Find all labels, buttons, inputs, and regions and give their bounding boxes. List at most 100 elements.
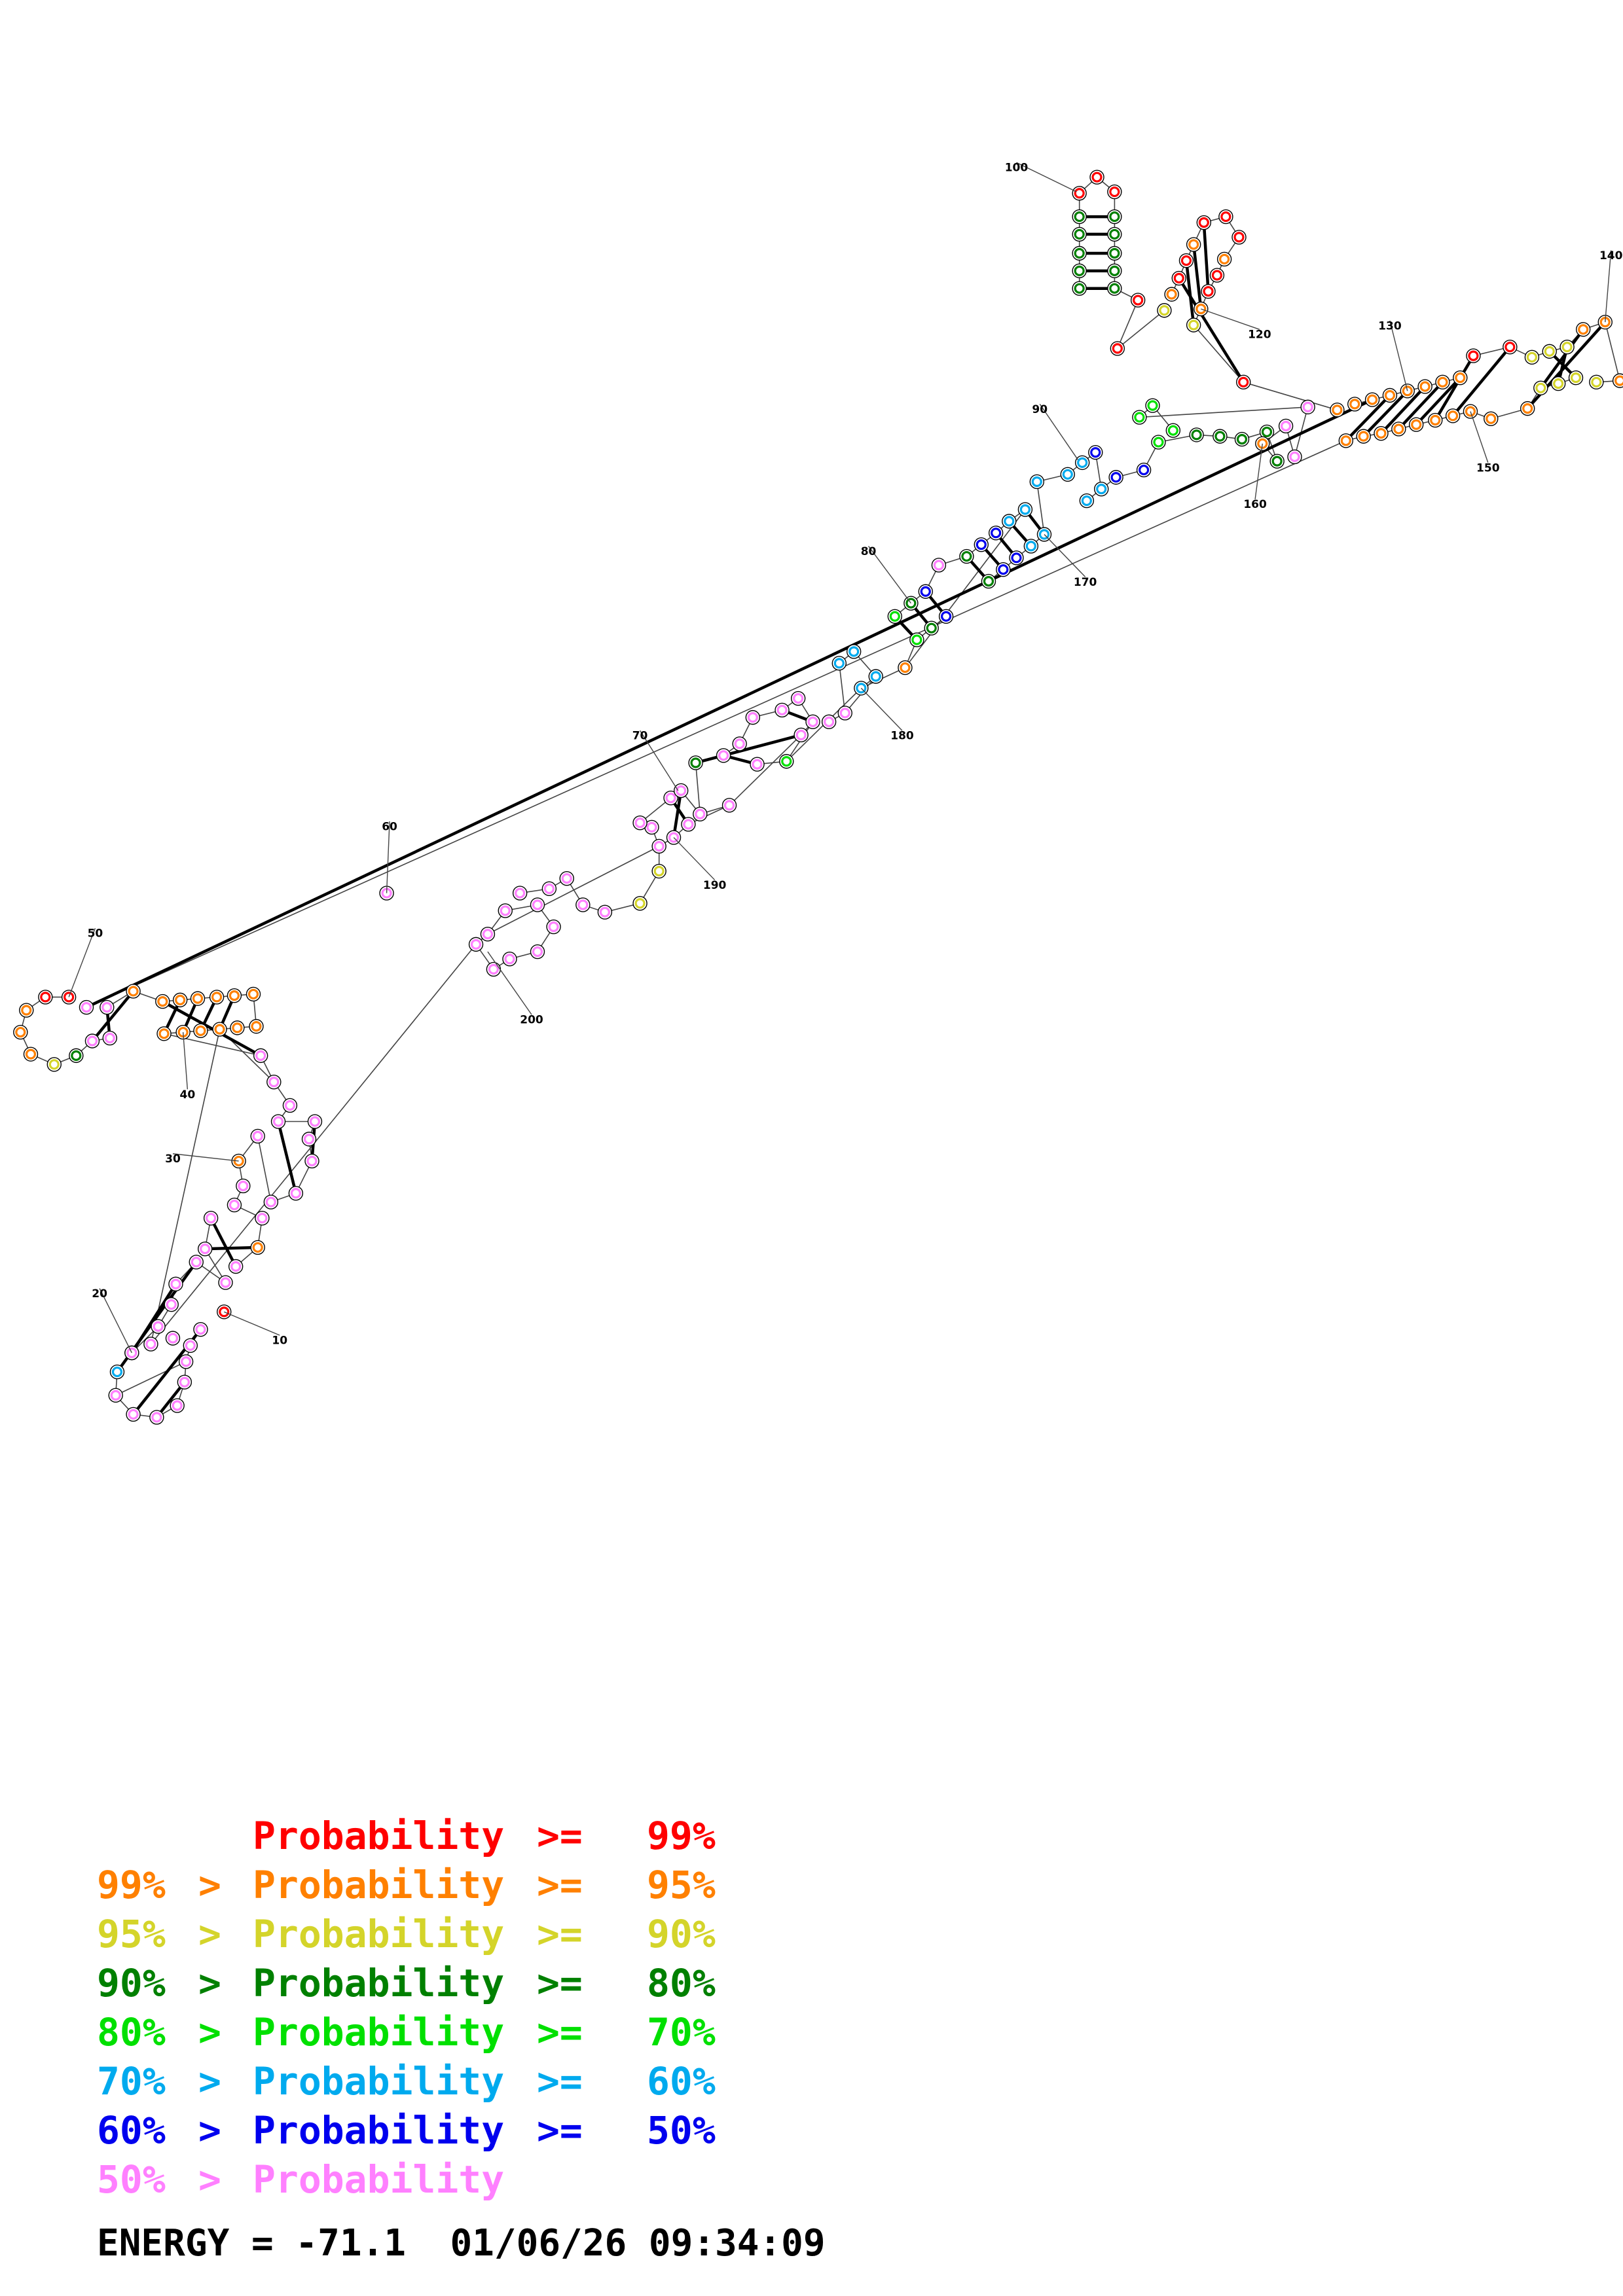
nucleotide xyxy=(805,714,820,730)
index-label: 150 xyxy=(1476,461,1500,475)
nucleotide xyxy=(1072,186,1087,201)
nucleotide xyxy=(486,961,501,977)
index-label: 170 xyxy=(1074,576,1097,589)
legend-lo: 80% xyxy=(97,2010,166,2054)
legend-gt: > xyxy=(198,1961,221,2005)
timestamp: 01/06/26 09:34:09 xyxy=(450,2222,826,2265)
nucleotide xyxy=(693,806,708,821)
index-label: 90 xyxy=(1032,403,1048,416)
nucleotide xyxy=(1009,550,1024,565)
nucleotide xyxy=(1520,401,1535,416)
backbone-segment xyxy=(487,846,660,935)
nucleotide xyxy=(249,1018,264,1034)
backbone-segment xyxy=(839,663,846,713)
nucleotide xyxy=(981,573,996,589)
nucleotide xyxy=(1236,374,1251,390)
nucleotide xyxy=(887,609,903,624)
nucleotide xyxy=(1330,403,1345,418)
backbone-segment xyxy=(1355,321,1621,405)
legend-gt: > xyxy=(198,2108,221,2153)
index-leader xyxy=(1016,162,1077,192)
legend-lo: 60% xyxy=(97,2108,166,2153)
nucleotide xyxy=(1029,474,1044,490)
nucleotide xyxy=(1017,502,1033,517)
index-leader xyxy=(673,837,716,880)
nucleotide xyxy=(1201,283,1216,299)
nucleotide xyxy=(38,990,53,1005)
nucleotide xyxy=(632,896,647,911)
nucleotide xyxy=(938,609,954,624)
nucleotide xyxy=(512,886,528,901)
nucleotide xyxy=(1550,376,1566,391)
nucleotide xyxy=(209,990,225,1005)
base-pair xyxy=(1397,381,1444,430)
index-leader xyxy=(223,1311,280,1336)
legend-word: Probability xyxy=(253,1863,505,1907)
nucleotide xyxy=(498,903,513,918)
nucleotide xyxy=(193,1321,208,1337)
base-pair xyxy=(1362,389,1409,438)
nucleotide xyxy=(918,584,933,599)
nucleotide xyxy=(1110,341,1125,356)
nucleotide xyxy=(170,1398,185,1413)
index-leader xyxy=(639,730,679,791)
nucleotide xyxy=(688,755,703,770)
nucleotide xyxy=(149,1410,164,1425)
legend-gt: > xyxy=(198,1863,221,1907)
index-label: 120 xyxy=(1248,329,1271,342)
nucleotide xyxy=(1088,445,1103,460)
base-pair xyxy=(1202,222,1210,292)
nucleotide xyxy=(996,562,1011,577)
nucleotide xyxy=(227,988,242,1003)
legend-gt: > xyxy=(198,2059,221,2104)
base-pair xyxy=(1184,260,1195,325)
nucleotide xyxy=(288,1185,304,1201)
nucleotide xyxy=(1435,374,1450,390)
energy-value: ENERGY = -71.1 xyxy=(97,2222,407,2265)
backbone-segment xyxy=(86,377,1577,1008)
legend-hi: 95% xyxy=(647,1863,716,1907)
nucleotide xyxy=(190,991,206,1006)
nucleotide xyxy=(126,1407,141,1422)
index-leader xyxy=(867,545,911,604)
nucleotide xyxy=(1533,380,1548,396)
legend-word: Probability xyxy=(253,1912,505,1956)
nucleotide xyxy=(1453,370,1468,386)
energy-footer: ENERGY = -71.1 01/06/26 09:34:09 xyxy=(97,2222,826,2265)
legend-row: 99% > Probability >= 95% xyxy=(97,1861,1079,1910)
legend-word: Probability xyxy=(253,2010,505,2054)
nucleotide xyxy=(143,1336,158,1352)
nucleotide xyxy=(69,1048,84,1064)
base-pair xyxy=(695,733,802,764)
nucleotide xyxy=(716,748,731,763)
nucleotide xyxy=(1164,287,1179,302)
nucleotide xyxy=(1503,339,1518,355)
base-pair xyxy=(672,790,683,838)
index-leader xyxy=(182,1032,189,1090)
nucleotide xyxy=(988,526,1004,541)
nucleotide xyxy=(1231,230,1247,245)
legend-ge: >= xyxy=(537,1863,583,1907)
legend-hi: 70% xyxy=(647,2010,716,2054)
index-label: 60 xyxy=(382,820,397,833)
nucleotide xyxy=(1130,293,1146,308)
nucleotide xyxy=(46,1057,62,1072)
legend-word: Probability xyxy=(253,2108,505,2153)
nucleotide xyxy=(282,1098,298,1113)
backbone-segment xyxy=(695,762,701,814)
nucleotide xyxy=(230,1020,245,1035)
backbone-segment xyxy=(150,1029,221,1344)
legend-row: 60% > Probability >= 50% xyxy=(97,2106,1079,2155)
legend-row: 95% > Probability >= 90% xyxy=(97,1910,1079,1959)
nucleotide xyxy=(1165,423,1181,438)
nucleotide xyxy=(228,1259,244,1274)
index-label: 50 xyxy=(88,927,103,941)
rna-secondary-structure-diagram: 10 20 30 40 50 60 70 80 90 100 120 130 140 150 160 170 1… xyxy=(13,162,1623,1425)
nucleotide xyxy=(530,897,545,912)
nucleotide xyxy=(301,1132,317,1147)
legend-word: Probability xyxy=(253,2059,505,2104)
backbone-segment xyxy=(904,509,1026,668)
nucleotide xyxy=(1072,281,1087,296)
nucleotide xyxy=(1060,467,1075,482)
base-pair xyxy=(1345,394,1391,442)
